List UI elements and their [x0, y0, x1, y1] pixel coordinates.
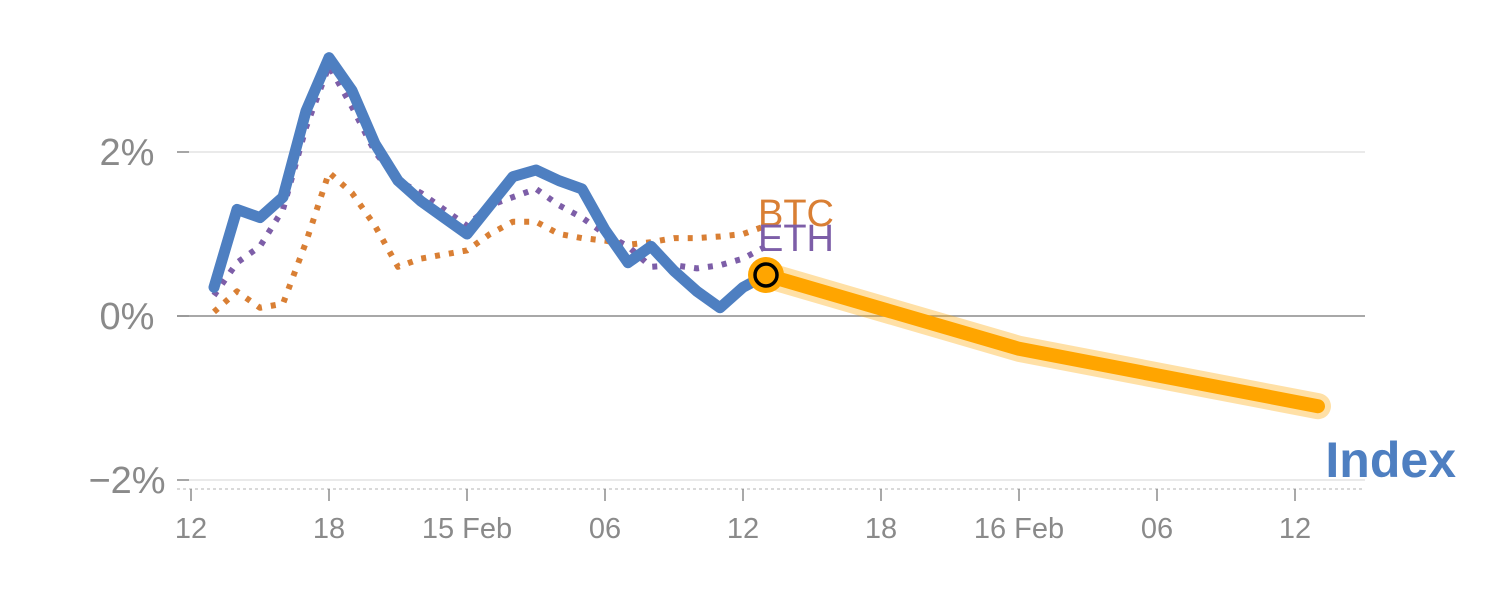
x-tick-label: 12 — [727, 513, 759, 545]
x-tick-label: 06 — [589, 513, 621, 545]
index-series-label: Index — [1325, 432, 1456, 488]
highlight-marker-point — [753, 262, 779, 288]
x-tick-label: 18 — [313, 513, 345, 545]
x-tick-label: 06 — [1141, 513, 1173, 545]
label-layer: BTC ETH Index — [758, 193, 1456, 488]
btc-series-label: BTC — [758, 193, 834, 235]
eth-series-label: ETH — [758, 218, 834, 260]
x-tick-label: 16 Feb — [974, 513, 1064, 545]
y-tick-label: 0% — [100, 296, 155, 338]
x-tick-label: 15 Feb — [422, 513, 512, 545]
series-layer — [208, 52, 1331, 420]
forecast-band — [759, 268, 1325, 414]
btc-series-line — [212, 169, 768, 315]
x-tick-label: 18 — [865, 513, 897, 545]
axis-layer: 2% 0% −2% 12 18 15 Feb 06 12 18 16 Feb 06 12 — [88, 132, 1365, 545]
x-tick-label: 12 — [175, 513, 207, 545]
x-tick-label: 12 — [1279, 513, 1311, 545]
y-tick-label: −2% — [88, 460, 165, 502]
y-tick-label: 2% — [100, 132, 155, 174]
index-series-line — [208, 52, 772, 314]
